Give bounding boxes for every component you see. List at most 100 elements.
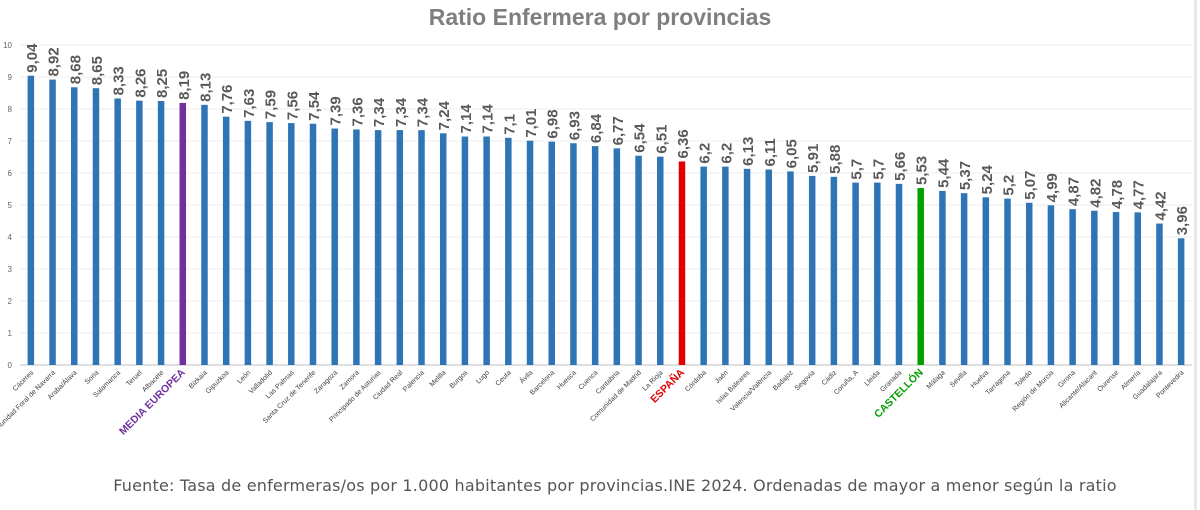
bar <box>505 137 512 365</box>
y-tick-label: 6 <box>8 169 13 178</box>
value-label: 7,01 <box>523 108 540 137</box>
y-tick-label: 7 <box>8 137 13 146</box>
bar <box>830 176 838 365</box>
bar <box>374 130 382 365</box>
x-tick-label: Bizkaia <box>188 369 209 390</box>
value-label: 7,39 <box>328 96 345 125</box>
value-label: 5,66 <box>892 152 909 181</box>
bar <box>613 148 621 365</box>
value-label: 4,99 <box>1044 173 1061 202</box>
value-labels: 9,04 8,92 8,68 8,65 8,33 8,26 8,25 8,19 8,13 7,76… <box>24 43 1191 235</box>
bar <box>92 88 100 365</box>
value-label: 8,19 <box>176 71 193 100</box>
x-tick-label: Girona <box>1057 369 1077 389</box>
x-tick-label: Ceuta <box>495 369 513 387</box>
bar <box>960 193 968 365</box>
bar <box>483 136 490 365</box>
bar <box>439 133 447 365</box>
value-label: 6,84 <box>588 113 605 143</box>
source-note: Fuente: Tasa de enfermeras/os por 1.000 … <box>113 476 1117 495</box>
bar <box>787 171 794 365</box>
x-tick-label: Palencia <box>402 369 426 393</box>
bar <box>71 87 78 366</box>
x-tick-label: Melilla <box>429 369 448 388</box>
value-label: 5,2 <box>1001 175 1018 196</box>
bar <box>743 168 751 365</box>
value-label: 6,51 <box>653 124 670 153</box>
bar <box>700 166 707 365</box>
x-tick-label: Huelva <box>970 369 990 389</box>
bar <box>895 183 903 365</box>
bar <box>179 102 187 366</box>
x-tick-label: León <box>236 369 252 385</box>
x-tick-label: Gipuzkoa <box>205 369 231 395</box>
bar <box>1091 210 1098 365</box>
x-tick-label: Soria <box>84 369 101 386</box>
bar <box>114 98 121 365</box>
y-tick-label: 2 <box>8 297 13 306</box>
value-label: 6,05 <box>783 139 800 168</box>
value-label: 8,26 <box>132 68 149 97</box>
bar <box>874 182 881 365</box>
x-tick-label: Ourense <box>1097 369 1121 393</box>
value-label: 7,34 <box>393 97 410 127</box>
value-label: 4,87 <box>1066 177 1083 206</box>
bar <box>570 143 577 365</box>
bar <box>678 161 686 365</box>
bar <box>136 100 143 366</box>
bar <box>1156 223 1163 365</box>
bar <box>157 101 165 365</box>
bar <box>309 123 317 365</box>
x-tick-label: Región de Murcia <box>1012 369 1056 413</box>
x-tick-label: Ávila <box>517 368 534 385</box>
value-label: 5,44 <box>935 158 952 188</box>
value-label: 3,96 <box>1174 206 1191 235</box>
bar <box>852 182 859 365</box>
value-label: 4,78 <box>1109 180 1126 209</box>
x-tick-label: Teruel <box>125 369 144 388</box>
x-tick-label: Toledo <box>1014 369 1034 389</box>
value-label: 7,14 <box>458 104 475 134</box>
value-label: 6,98 <box>545 109 562 138</box>
value-label: 6,2 <box>697 143 714 164</box>
value-label: 7,56 <box>284 91 301 120</box>
bar <box>765 169 773 365</box>
bar <box>1134 212 1141 365</box>
value-label: 6,13 <box>740 137 757 166</box>
value-label: 5,53 <box>914 156 931 185</box>
value-label: 5,7 <box>870 159 887 180</box>
bar <box>1112 212 1120 365</box>
value-label: 9,04 <box>24 43 41 73</box>
value-label: 5,91 <box>805 144 822 173</box>
bars <box>27 75 1185 366</box>
bar <box>244 120 252 365</box>
value-label: 4,77 <box>1131 180 1148 209</box>
bar <box>353 129 360 365</box>
y-tick-label: 8 <box>8 105 13 114</box>
bar <box>526 140 534 365</box>
x-tick-label: Lleida <box>864 369 882 387</box>
frame-edge <box>1194 0 1197 510</box>
bar <box>396 130 404 365</box>
value-label: 8,92 <box>46 47 63 76</box>
bar <box>808 175 816 365</box>
bar <box>548 141 555 365</box>
bar <box>591 146 599 365</box>
value-label: 6,54 <box>632 123 649 153</box>
bar <box>222 116 230 366</box>
value-label: 5,37 <box>957 161 974 190</box>
value-label: 7,24 <box>436 100 453 130</box>
value-label: 7,63 <box>241 89 258 118</box>
bar <box>1177 238 1185 365</box>
value-label: 6,93 <box>566 111 583 140</box>
value-label: 6,77 <box>610 116 627 145</box>
x-tick-label: Jaén <box>714 369 730 385</box>
value-label: 6,36 <box>675 129 692 158</box>
value-label: 8,65 <box>89 56 106 85</box>
bar <box>201 104 208 365</box>
value-label: 5,07 <box>1022 171 1039 200</box>
y-tick-label: 1 <box>8 329 13 338</box>
bar-chart: 0 1 2 3 4 5 6 7 8 9 10 9,04 8,92 8,68 8,65 8,33 8,26 8,2… <box>0 41 1192 439</box>
y-tick-label: 0 <box>8 361 13 370</box>
